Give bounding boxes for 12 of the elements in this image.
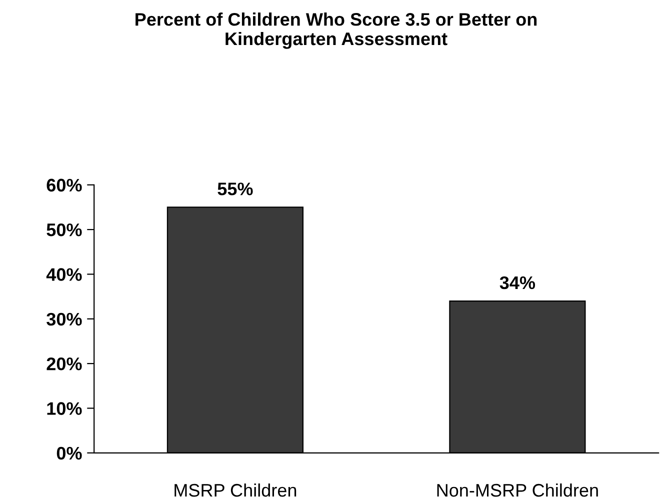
data-label: 55% xyxy=(218,182,253,196)
chart-title: Percent of Children Who Score 3.5 or Better on Kindergarten Assessment xyxy=(136,12,537,49)
x-tick-label: Non-MSRP Children xyxy=(437,483,598,497)
data-label: 34% xyxy=(500,276,536,290)
y-tick-label: 0% xyxy=(56,446,82,460)
y-tick-label: 30% xyxy=(46,312,82,326)
y-tick-label: 40% xyxy=(46,268,82,281)
y-tick-label: 20% xyxy=(46,357,82,370)
y-tick-label: 50% xyxy=(46,223,82,236)
y-tick-label: 10% xyxy=(47,402,82,415)
x-tick-label: MSRP Children xyxy=(174,483,296,497)
y-tick-label: 60% xyxy=(46,178,82,192)
